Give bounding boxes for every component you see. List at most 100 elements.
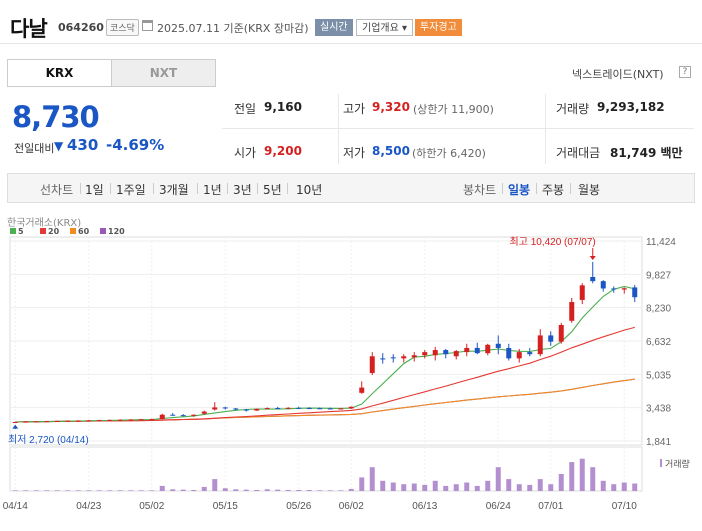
ma5-line [15,285,635,423]
nextrade-link[interactable]: 넥스트레이드(NXT) [572,68,664,81]
candle-body [590,276,596,282]
candle-body [275,408,281,410]
candle-body [432,350,438,356]
volume-bar [275,489,281,491]
candle-body [23,421,29,423]
realtime-button[interactable]: 실시간 [315,19,353,36]
volume-bar [201,486,207,491]
x-tick-label: 04/14 [3,501,28,512]
price-change: 430 [67,136,99,154]
legend-ma5: 5 [10,227,24,236]
volume-bar [159,485,165,491]
high-value: 9,320 [372,100,410,114]
candle-body [285,407,291,409]
volume-bar [432,480,438,491]
period-1y[interactable]: 1년 [203,183,222,197]
volume-value: 9,293,182 [597,100,665,114]
volume-legend-swatch [660,459,662,467]
candle-body [338,408,344,410]
volume-bar [75,490,81,491]
candle-body [264,408,270,410]
y-tick-label: 9,827 [646,270,671,281]
candle-weekly[interactable]: 주봉 [542,183,565,197]
candle-body [369,356,375,373]
change-label: 전일대비 [14,142,55,155]
upper-limit: (상한가 11,900) [413,103,494,116]
volume-bar [296,489,302,491]
volume-bar [96,490,102,491]
candle-monthly[interactable]: 월봉 [578,183,601,197]
period-3m[interactable]: 3개월 [159,183,189,197]
volume-bar [306,489,312,491]
candle-body [149,419,155,421]
tab-divider [7,86,216,87]
candle-chart-label: 봉차트 [463,183,497,197]
volume-bar [338,490,344,491]
period-1d[interactable]: 1일 [85,183,104,197]
volume-bar [621,482,627,491]
candle-body [359,387,365,393]
tab-nxt[interactable]: NXT [111,59,216,87]
help-icon[interactable]: ? [679,66,691,78]
volume-bar [212,479,218,491]
volume-bar [558,474,564,491]
chart-source: 한국거래소(KRX) [7,218,82,229]
volume-bar [464,482,470,491]
period-1w[interactable]: 1주일 [116,183,146,197]
candle-body [243,409,249,411]
volume-bar [453,484,459,491]
volume-bar [12,490,18,491]
volume-bar [632,483,638,491]
stats-col-divider [338,94,339,164]
high-arrow-head [589,255,596,260]
candle-body [212,407,218,410]
y-tick-label: 6,632 [646,337,671,348]
volume-bar [180,489,186,491]
candle-body [558,324,564,342]
x-tick-label: 05/26 [286,501,311,512]
candle-body [75,420,81,422]
volume-bar [506,479,512,491]
prev-close-value: 9,160 [264,100,302,114]
candle-daily[interactable]: 일봉 [508,183,531,197]
candle-body [180,415,186,417]
volume-bar [107,490,113,491]
volume-bar [86,490,92,491]
x-tick-label: 06/13 [412,501,437,512]
volume-bar [317,490,323,491]
volume-bar [65,490,71,491]
candle-body [222,407,228,409]
x-tick-label: 04/23 [76,501,101,512]
quote-date: 2025.07.11 기준(KRX 장마감) [157,22,309,35]
tab-krx[interactable]: KRX [7,59,112,87]
candle-body [138,419,144,421]
candle-body [96,420,102,422]
candle-body [33,421,39,423]
investment-warning-badge[interactable]: 투자경고 [415,19,462,36]
stock-name: 다날 [10,17,48,41]
stock-code: 064260 [58,21,104,34]
candle-body [306,408,312,410]
candle-body [191,414,197,416]
prev-close-label: 전일 [234,102,257,116]
down-arrow-icon: ▼ [54,139,64,153]
candle-body [516,352,522,359]
volume-bar [348,488,354,491]
candle-body [453,351,459,357]
candle-body [327,408,333,410]
volume-bar [149,490,155,491]
candle-body [537,335,543,355]
period-3y[interactable]: 3년 [233,183,252,197]
company-overview-dropdown[interactable]: 기업개요 ▾ [356,19,414,36]
volume-bar [390,482,396,491]
price-chart[interactable]: 11,424 9,827 8,230 6,632 5,035 3,438 1,841 04/1… [0,233,702,531]
y-tick-label: 3,438 [646,404,671,415]
candle-body [86,420,92,422]
period-10y[interactable]: 10년 [296,183,323,197]
volume-bar [569,462,575,491]
trade-amount-label: 거래대금 [556,146,601,160]
candle-body [390,357,396,359]
chevron-down-icon: ▾ [402,23,408,34]
candle-body [107,419,113,421]
period-5y[interactable]: 5년 [263,183,282,197]
